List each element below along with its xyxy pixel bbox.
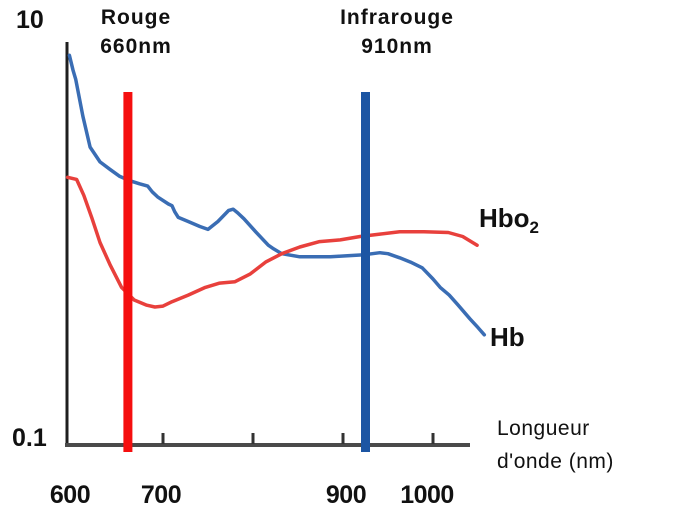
x-axis-title: Longueur d'onde (nm): [497, 412, 614, 478]
marker-label-infrarouge: Infrarouge 910nm: [340, 3, 454, 61]
x-tick-label-600: 600: [49, 481, 91, 509]
x-axis-title-line2: d'onde (nm): [497, 450, 614, 473]
wavelength-marker-bars: [123, 92, 370, 452]
spectral-curves: [65, 53, 487, 337]
marker-label-rouge-name: Rouge: [100, 6, 172, 29]
x-axis-ticks: [161, 433, 435, 444]
series-label-hbo2-text: Hbo: [479, 203, 530, 233]
y-axis-min-label: 0.1: [12, 424, 47, 452]
x-axis-title-line1: Longueur: [497, 417, 590, 440]
marker-label-infrarouge-wavelength: 910nm: [361, 35, 433, 58]
x-tick-label-1000: 1000: [400, 481, 454, 509]
x-tick-label-700: 700: [140, 481, 182, 509]
marker-label-rouge-wavelength: 660nm: [100, 35, 172, 58]
marker-label-rouge: Rouge 660nm: [100, 3, 172, 61]
series-label-hbo2-subscript: 2: [529, 218, 540, 238]
series-label-hbo2: Hbo2: [479, 203, 539, 238]
x-tick-label-900: 900: [325, 481, 367, 509]
series-label-hb: Hb: [490, 322, 525, 352]
marker-label-infrarouge-name: Infrarouge: [340, 6, 454, 29]
y-axis-max-label: 10: [16, 6, 44, 34]
